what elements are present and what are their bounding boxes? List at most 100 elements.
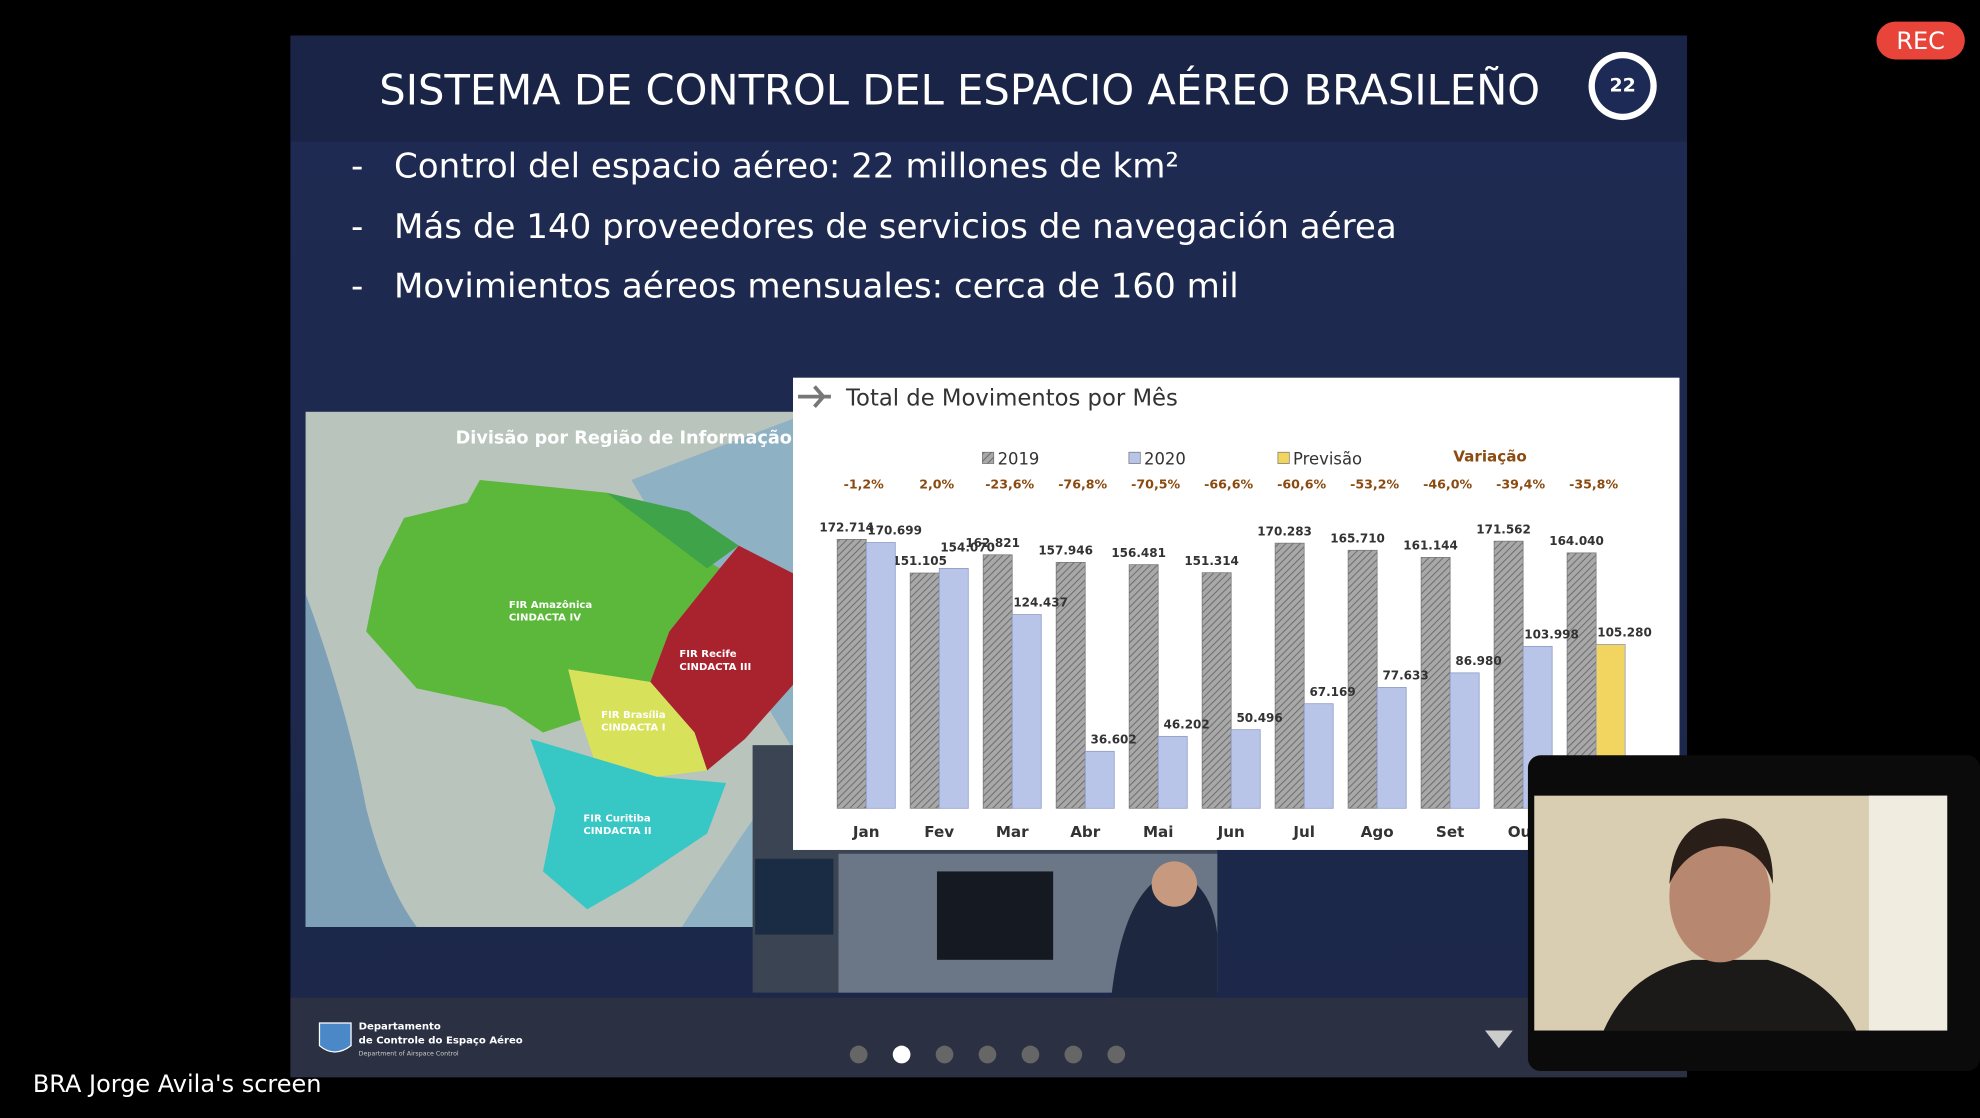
page-dot[interactable] xyxy=(849,1045,868,1064)
x-tick-label: Jul xyxy=(1292,823,1315,841)
bar xyxy=(1230,729,1261,809)
org-line: de Controle do Espaço Aéreo xyxy=(359,1035,523,1047)
rec-label: REC xyxy=(1896,27,1945,55)
data-label: 171.562 xyxy=(1476,522,1531,536)
org-line: Department of Airspace Control xyxy=(359,1050,459,1057)
bar xyxy=(1347,549,1378,809)
page-dot[interactable] xyxy=(1021,1045,1040,1064)
variation-label: -53,2% xyxy=(1350,477,1399,492)
bullet-dash: - xyxy=(351,207,363,247)
data-label: 170.283 xyxy=(1257,524,1312,538)
data-label: 156.481 xyxy=(1111,546,1166,560)
x-tick-label: Mai xyxy=(1143,823,1173,841)
region-unit: CINDACTA III xyxy=(679,662,751,673)
data-label: 154.070 xyxy=(940,541,995,555)
data-label: 170.699 xyxy=(867,524,922,538)
x-tick-label: Abr xyxy=(1070,823,1101,841)
data-label: 46.202 xyxy=(1163,717,1209,731)
chart-title: Total de Movimentos por Mês xyxy=(845,386,1178,412)
org-line: Departamento xyxy=(359,1022,441,1033)
page-dot[interactable] xyxy=(1107,1045,1126,1064)
region-name: FIR Curitiba xyxy=(583,813,650,824)
legend-label: 2019 xyxy=(998,449,1040,468)
x-tick-label: Set xyxy=(1436,823,1464,841)
data-label: 103.998 xyxy=(1524,628,1579,642)
legend-label: Previsão xyxy=(1293,449,1362,468)
page-dot[interactable] xyxy=(1064,1045,1083,1064)
data-label: 165.710 xyxy=(1330,531,1385,545)
data-label: 161.144 xyxy=(1403,539,1458,553)
region-name: FIR Brasília xyxy=(601,709,666,721)
logo-number: 22 xyxy=(1609,74,1635,96)
data-label: 157.946 xyxy=(1038,544,1093,558)
legend-swatch xyxy=(982,451,995,464)
x-tick-label: Jan xyxy=(852,823,880,841)
variation-label: 2,0% xyxy=(919,477,954,492)
chart-panel: Total de Movimentos por Mês 2019 2020 Prev… xyxy=(793,377,1680,850)
variation-label: -76,8% xyxy=(1058,477,1107,492)
data-label: 77.633 xyxy=(1382,669,1428,683)
legend-swatch xyxy=(1277,451,1290,464)
bar xyxy=(836,538,867,809)
pagination xyxy=(849,1045,1126,1064)
data-label: 124.437 xyxy=(1013,596,1068,610)
x-tick-label: Fev xyxy=(924,823,954,841)
variation-label: -60,6% xyxy=(1277,477,1326,492)
region-unit: CINDACTA II xyxy=(583,826,651,837)
bar xyxy=(1011,614,1042,809)
bullet: Movimientos aéreos mensuales: cerca de 1… xyxy=(394,267,1239,307)
variation-label: -35,8% xyxy=(1569,477,1618,492)
map: Divisão por Região de Informação FIR Ama… xyxy=(305,411,799,927)
legend-label: Variação xyxy=(1453,448,1527,466)
bar xyxy=(1420,557,1451,809)
variation-label: -66,6% xyxy=(1204,477,1253,492)
page-dot[interactable] xyxy=(935,1045,954,1064)
bullet: Control del espacio aéreo: 22 millones d… xyxy=(394,147,1179,187)
bullet-dash: - xyxy=(351,147,363,187)
bar xyxy=(982,554,1013,809)
variation-label: -1,2% xyxy=(844,477,885,492)
bar xyxy=(909,572,940,809)
region-name: FIR Recife xyxy=(679,649,736,660)
legend-label: 2020 xyxy=(1144,449,1186,468)
region-unit: CINDACTA IV xyxy=(509,613,581,624)
bar xyxy=(1493,540,1524,809)
x-tick-label: Mar xyxy=(996,823,1029,841)
data-label: 172.714 xyxy=(819,521,874,535)
bullet-dash: - xyxy=(351,267,363,307)
bar xyxy=(865,542,896,809)
data-label: 86.980 xyxy=(1455,654,1501,668)
data-label: 50.496 xyxy=(1236,711,1282,725)
variation-label: -23,6% xyxy=(985,477,1034,492)
data-label: 36.602 xyxy=(1090,732,1136,746)
slide: SISTEMA DE CONTROL DEL ESPACIO AÉREO BRA… xyxy=(290,35,1688,1078)
data-label: 105.280 xyxy=(1597,626,1652,640)
data-label: 151.314 xyxy=(1184,554,1239,568)
logo: 22 xyxy=(1588,51,1657,121)
bar xyxy=(1084,750,1115,809)
bar xyxy=(1449,672,1480,809)
map-title: Divisão por Região de Informação xyxy=(456,428,792,448)
data-label: 67.169 xyxy=(1309,685,1355,699)
bar xyxy=(938,568,969,809)
variation-label: -70,5% xyxy=(1131,477,1180,492)
data-label: 151.105 xyxy=(892,554,947,568)
webcam xyxy=(1527,755,1980,1071)
page-dot[interactable] xyxy=(978,1045,997,1064)
bar xyxy=(1157,735,1188,809)
footer: Departamento de Controle do Espaço Aéreo… xyxy=(290,997,1688,1078)
variation-label: -39,4% xyxy=(1496,477,1545,492)
bar xyxy=(1303,703,1334,809)
data-label: 162.821 xyxy=(965,536,1020,550)
bar xyxy=(1274,542,1305,809)
variation-label: -46,0% xyxy=(1423,477,1472,492)
legend-swatch xyxy=(1128,451,1141,464)
bar xyxy=(1376,687,1407,809)
page-dot[interactable] xyxy=(892,1045,911,1064)
data-label: 164.040 xyxy=(1549,534,1604,548)
x-tick-label: Ago xyxy=(1361,823,1394,841)
screen-owner: BRA Jorge Avila's screen xyxy=(33,1070,322,1098)
bullets: - Control del espacio aéreo: 22 millones… xyxy=(351,147,1397,307)
x-tick-label: Jun xyxy=(1217,823,1245,841)
